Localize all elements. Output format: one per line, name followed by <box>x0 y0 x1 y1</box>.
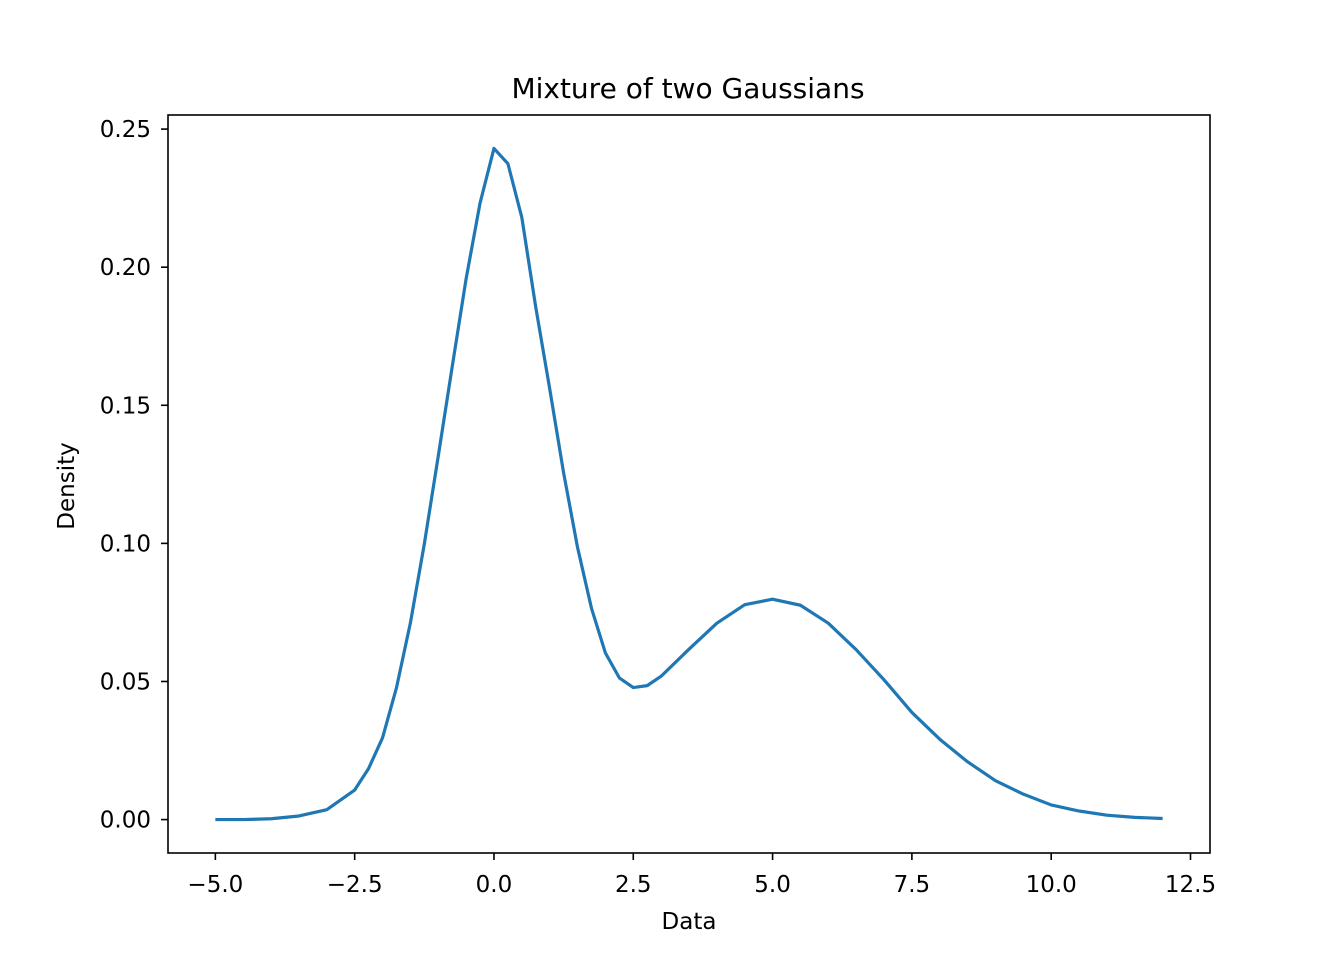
x-tick-label: −5.0 <box>187 872 243 898</box>
x-tick-label: 7.5 <box>894 872 931 898</box>
y-tick-label: 0.25 <box>100 117 151 143</box>
x-tick-label: 5.0 <box>754 872 791 898</box>
plot-frame <box>167 114 1211 854</box>
y-tick-label: 0.20 <box>100 255 151 281</box>
y-tick-label: 0.05 <box>100 669 151 695</box>
x-axis: −5.0 −2.5 0.0 2.5 5.0 7.5 10.0 12.5 <box>187 853 1216 898</box>
y-axis-title: Density <box>54 442 80 529</box>
y-tick-label: 0.10 <box>100 531 151 557</box>
x-tick-label: 0.0 <box>476 872 513 898</box>
x-tick-label: 12.5 <box>1165 872 1216 898</box>
chart-title: Mixture of two Gaussians <box>511 72 864 105</box>
x-tick-label: 2.5 <box>615 872 652 898</box>
y-tick-label: 0.15 <box>100 393 151 419</box>
series-line <box>215 146 1163 822</box>
x-tick-label: −2.5 <box>327 872 383 898</box>
x-axis-title: Data <box>662 909 717 935</box>
y-axis: 0.00 0.05 0.10 0.15 0.20 0.25 <box>100 117 168 834</box>
y-tick-label: 0.00 <box>100 808 151 834</box>
x-tick-label: 10.0 <box>1026 872 1077 898</box>
